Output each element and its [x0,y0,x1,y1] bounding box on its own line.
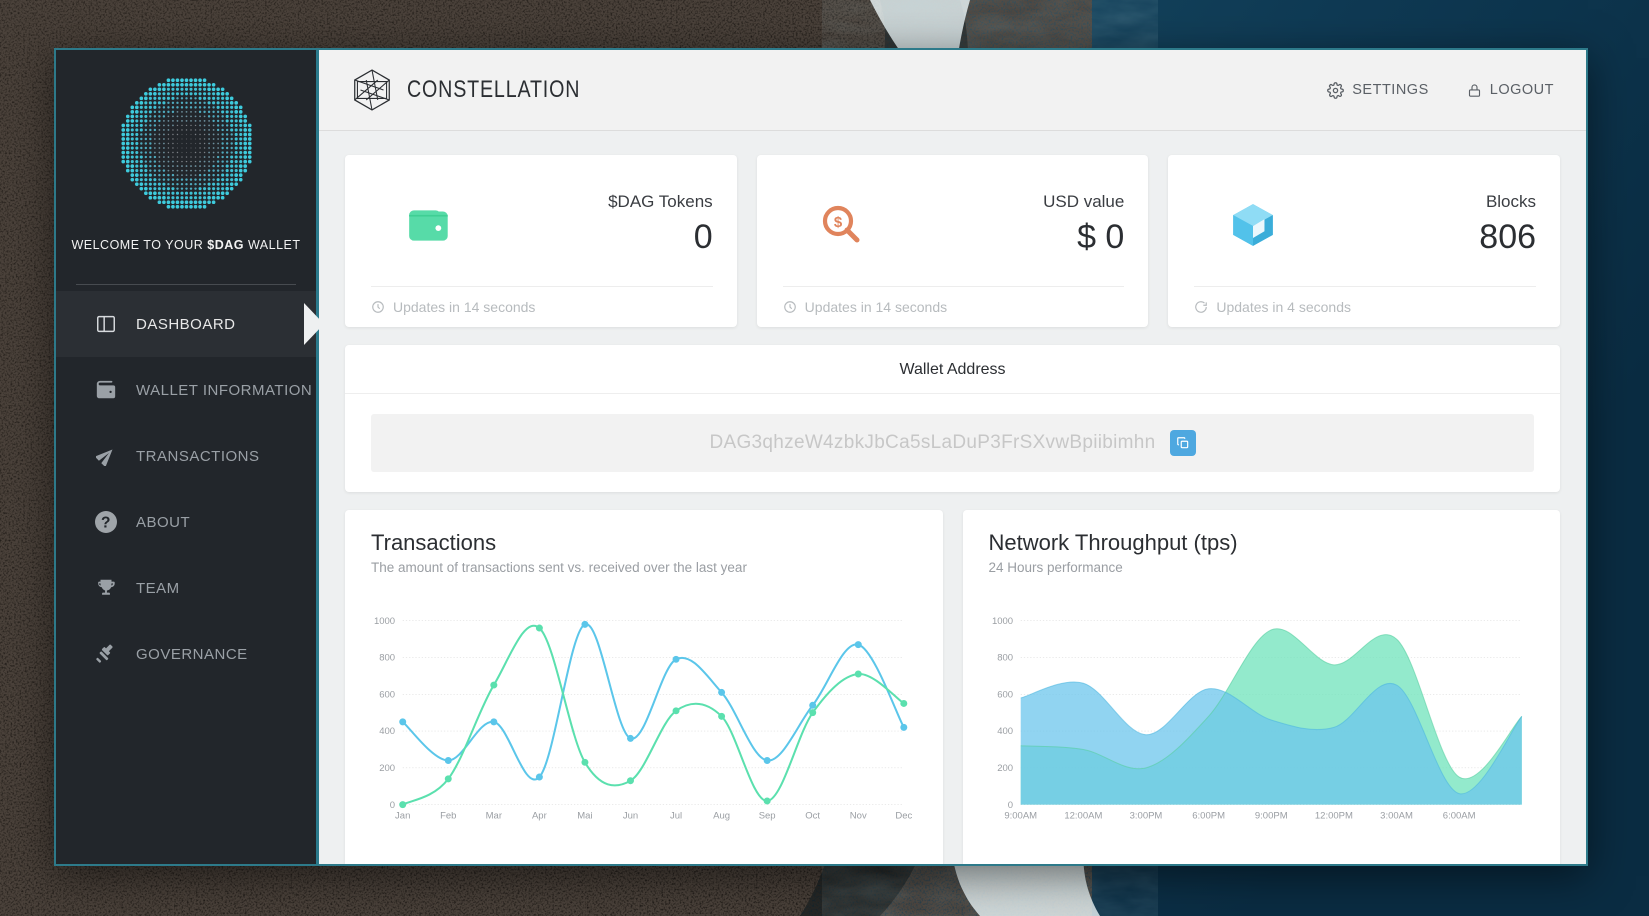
svg-text:9:00AM: 9:00AM [1004,811,1037,822]
svg-text:600: 600 [379,689,395,700]
svg-text:200: 200 [379,763,395,774]
svg-text:Mai: Mai [577,811,592,822]
svg-text:6:00PM: 6:00PM [1192,811,1225,822]
svg-text:1000: 1000 [991,616,1012,627]
svg-text:200: 200 [997,763,1013,774]
svg-text:Aug: Aug [713,811,730,822]
svg-text:Nov: Nov [850,811,867,822]
svg-text:800: 800 [379,653,395,664]
svg-text:Sep: Sep [759,811,776,822]
svg-text:400: 400 [379,726,395,737]
svg-text:9:00PM: 9:00PM [1254,811,1287,822]
svg-text:12:00PM: 12:00PM [1314,811,1352,822]
svg-text:Jan: Jan [395,811,410,822]
svg-text:Apr: Apr [532,811,547,822]
svg-text:Jun: Jun [623,811,638,822]
svg-text:0: 0 [390,800,395,811]
svg-text:400: 400 [997,726,1013,737]
svg-text:Mar: Mar [486,811,502,822]
svg-text:Feb: Feb [440,811,456,822]
svg-text:800: 800 [997,653,1013,664]
svg-text:$: $ [834,214,843,231]
svg-text:6:00AM: 6:00AM [1442,811,1475,822]
svg-text:?: ? [101,514,111,531]
svg-text:12:00AM: 12:00AM [1064,811,1102,822]
svg-text:Dec: Dec [895,811,912,822]
svg-text:Oct: Oct [805,811,820,822]
svg-text:Jul: Jul [670,811,682,822]
svg-text:1000: 1000 [374,616,395,627]
svg-text:600: 600 [997,689,1013,700]
svg-text:0: 0 [1007,800,1012,811]
svg-text:3:00AM: 3:00AM [1380,811,1413,822]
svg-text:3:00PM: 3:00PM [1129,811,1162,822]
